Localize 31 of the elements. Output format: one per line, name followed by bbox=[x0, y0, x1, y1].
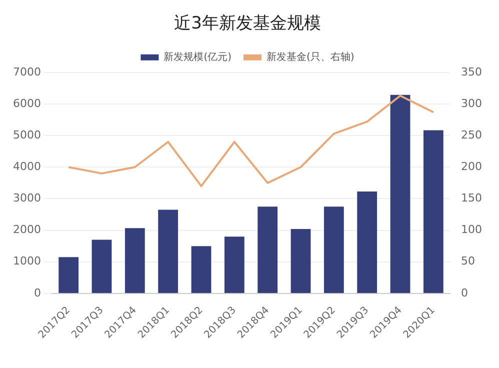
chart-title: 近3年新发基金规模 bbox=[174, 14, 321, 34]
y-tick-label: 7000 bbox=[12, 65, 41, 78]
y-tick-label: 3000 bbox=[12, 192, 41, 205]
y2-tick-label: 0 bbox=[461, 286, 468, 300]
y2-tick-label: 200 bbox=[461, 160, 482, 173]
y2-tick-label: 100 bbox=[461, 223, 482, 236]
y-tick-label: 4000 bbox=[12, 160, 41, 173]
bar bbox=[357, 191, 378, 293]
bar bbox=[224, 236, 244, 293]
legend-label: 新发基金(只、右轴) bbox=[266, 50, 354, 63]
bar bbox=[390, 94, 410, 293]
y-tick-label: 2000 bbox=[12, 223, 41, 236]
bar bbox=[92, 240, 112, 293]
bar bbox=[324, 206, 344, 293]
bar bbox=[191, 246, 212, 293]
y2-tick-label: 250 bbox=[461, 128, 482, 142]
bar bbox=[158, 210, 178, 293]
y2-tick-label: 300 bbox=[461, 96, 482, 110]
legend-label: 新发规模(亿元) bbox=[164, 50, 232, 63]
y-tick-label: 1000 bbox=[12, 254, 41, 268]
bar bbox=[423, 130, 444, 293]
y-tick-label: 5000 bbox=[12, 128, 41, 142]
y-tick-label: 0 bbox=[34, 286, 41, 300]
bar bbox=[258, 206, 278, 293]
y2-tick-label: 50 bbox=[461, 254, 476, 268]
bar bbox=[124, 228, 145, 293]
bar bbox=[290, 229, 311, 293]
y-tick-label: 6000 bbox=[12, 96, 41, 110]
bar bbox=[58, 257, 79, 293]
y2-tick-label: 150 bbox=[461, 192, 482, 205]
y2-tick-label: 350 bbox=[461, 65, 482, 78]
